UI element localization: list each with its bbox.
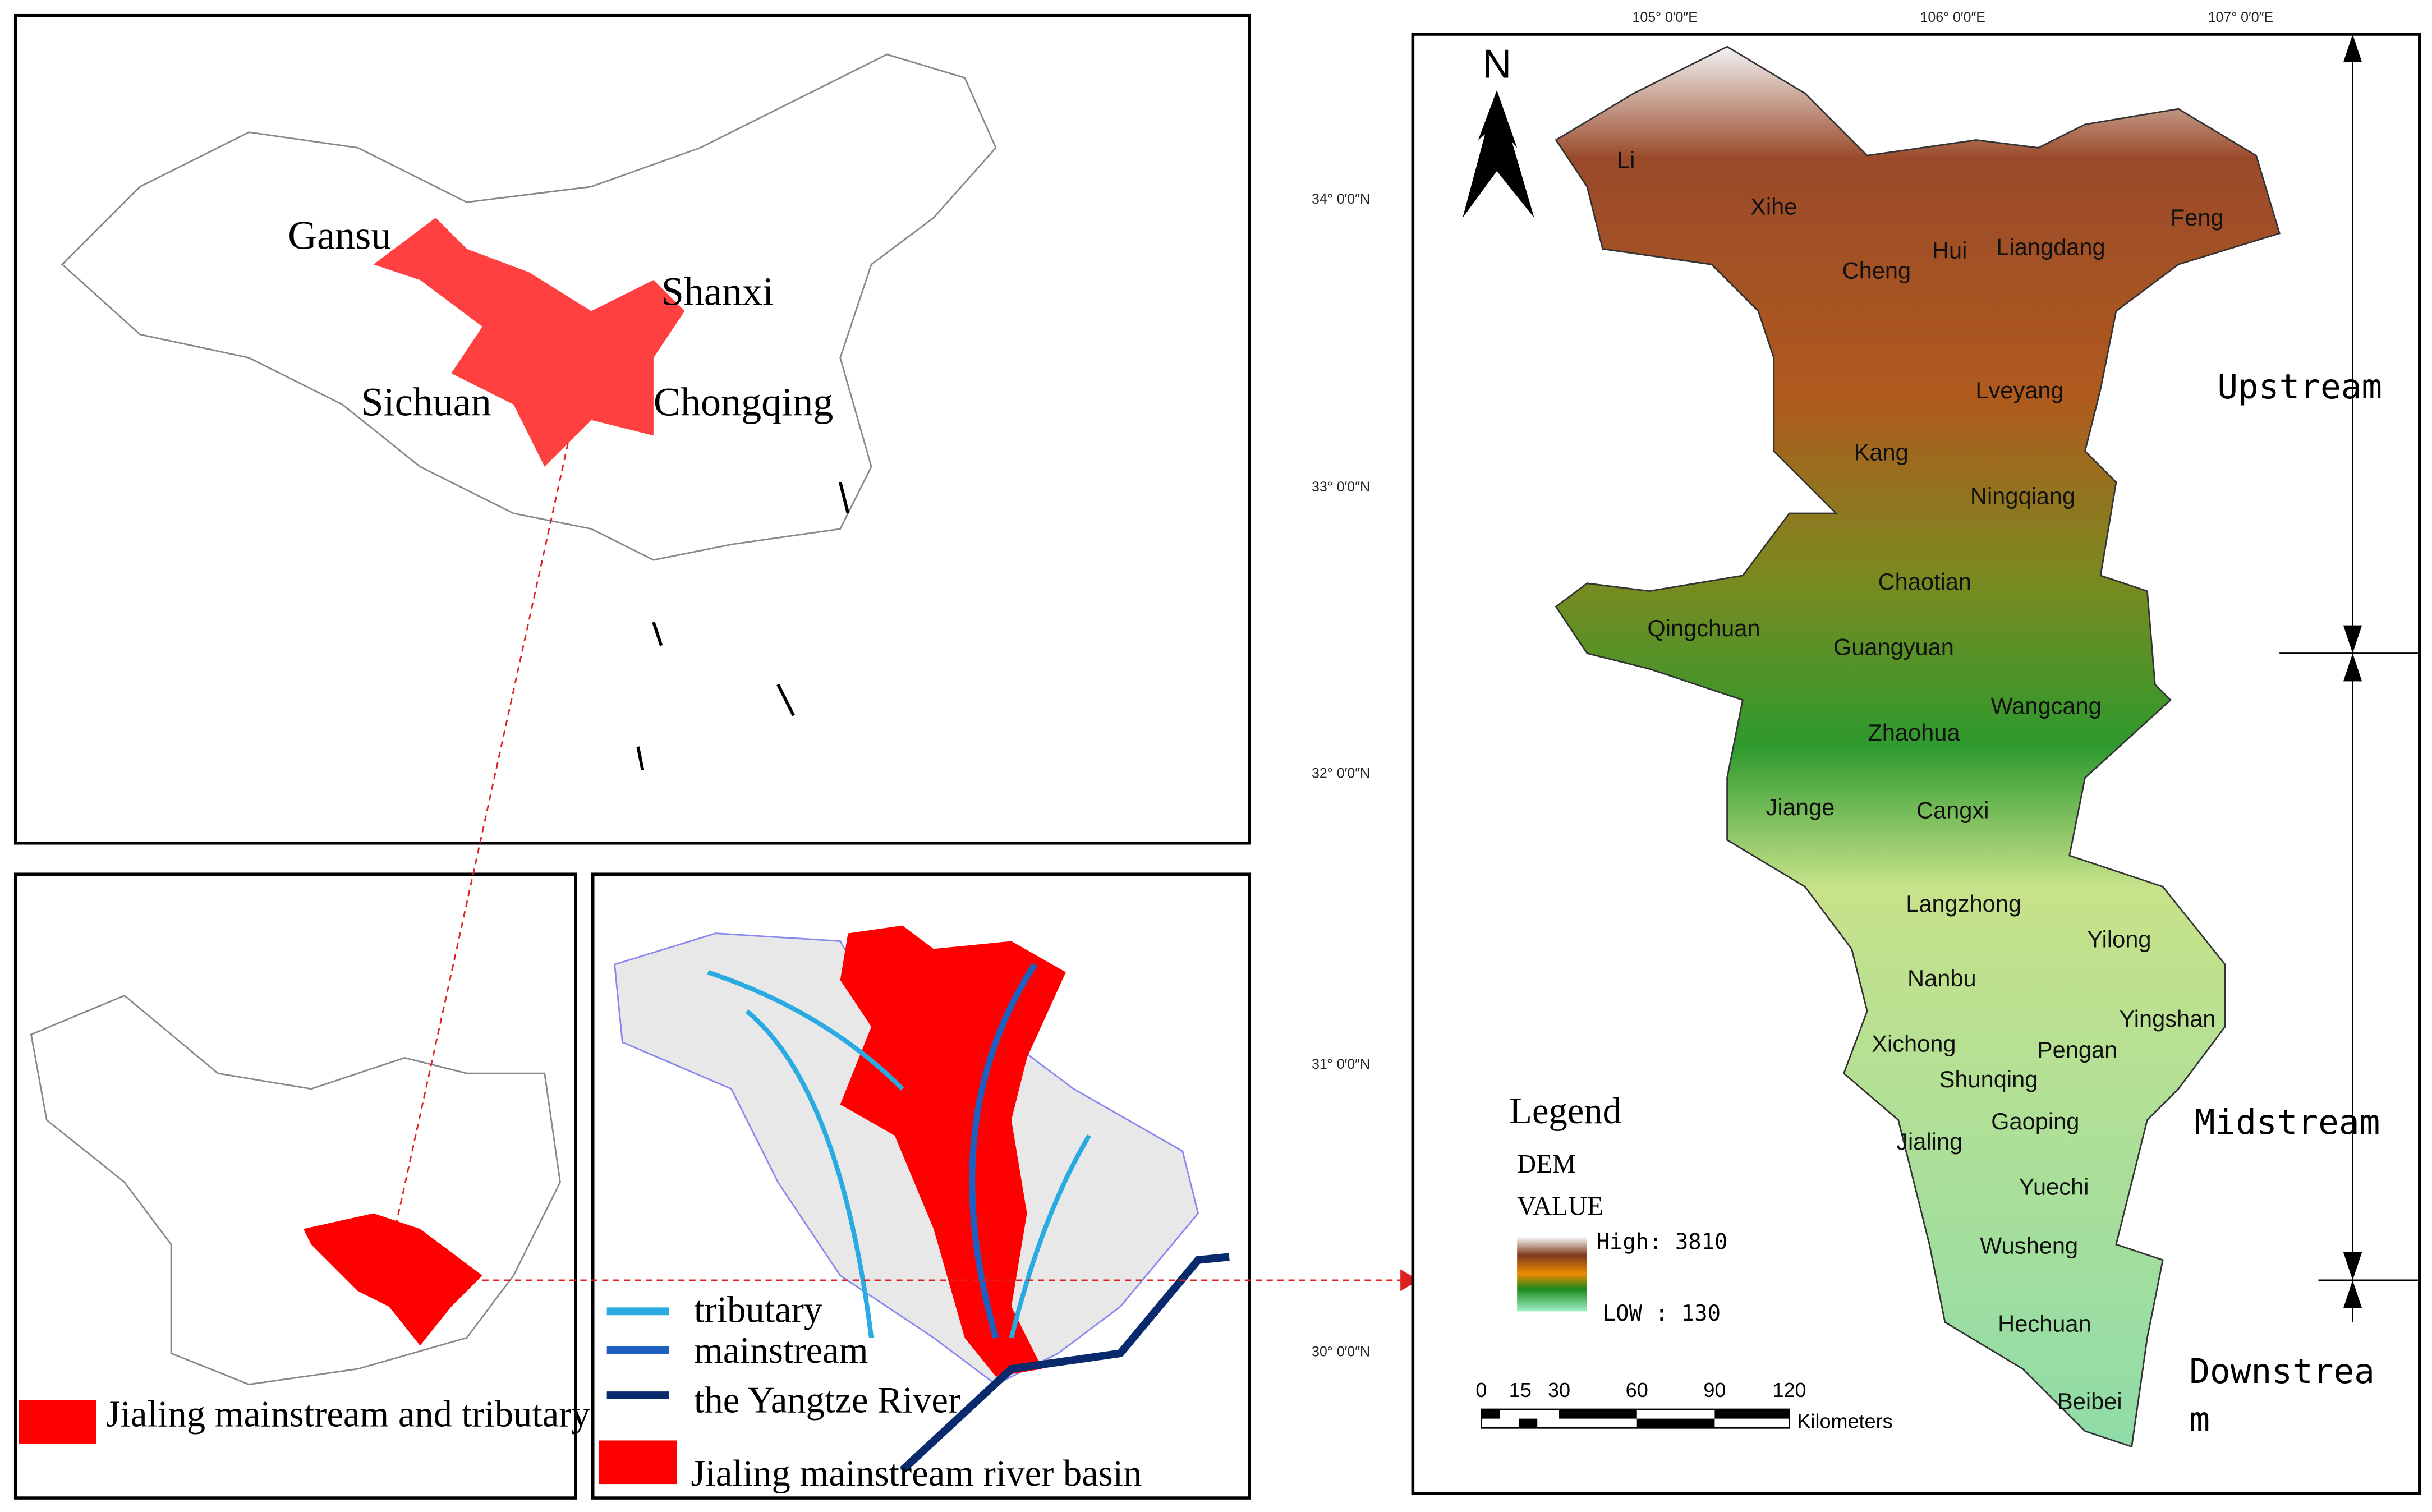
county-label: Chaotian (1878, 568, 1971, 595)
lon-label: 107° 0′0″E (2208, 10, 2273, 25)
county-label: Kang (1854, 439, 1909, 466)
islands (636, 481, 850, 770)
county-label: Jialing (1896, 1128, 1962, 1155)
lon-label: 106° 0′0″E (1920, 10, 1985, 25)
reach-label: Midstream (2195, 1102, 2380, 1142)
county-label: Cangxi (1916, 797, 1989, 823)
legend-ramp (1517, 1237, 1587, 1312)
scale-tick: 0 (1475, 1378, 1487, 1401)
county-label: Zhaohua (1868, 719, 1960, 746)
mainstream (969, 963, 1038, 1339)
mainstream-basin (840, 925, 1066, 1377)
legend-swatch (19, 1400, 96, 1444)
legend-text: VALUE (1517, 1192, 1603, 1221)
label: Chongqing (654, 379, 833, 424)
legend-text: Jialing mainstream river basin (691, 1453, 1142, 1494)
county-label: Hechuan (1998, 1310, 2091, 1336)
lat-label: 31° 0′0″N (1312, 1056, 1370, 1072)
county-label: Feng (2171, 204, 2224, 231)
county-label: Yingshan (2120, 1005, 2216, 1032)
lat-label: 32° 0′0″N (1312, 765, 1370, 781)
county-label: Hui (1932, 237, 1967, 263)
scale-bar (1480, 1408, 1790, 1429)
scale-unit: Kilometers (1797, 1409, 1892, 1432)
north-label: N (1482, 42, 1511, 87)
county-label: Qingchuan (1647, 615, 1760, 641)
scale-tick: 60 (1626, 1378, 1648, 1401)
county-label: Shunqing (1939, 1066, 2038, 1092)
tributary (707, 969, 1092, 1339)
reach-arrows (2343, 34, 2362, 1308)
scale-tick: 120 (1772, 1378, 1806, 1401)
county-label: Nanbu (1907, 965, 1976, 991)
dem-region (1555, 45, 2281, 1448)
connector (396, 443, 1409, 1281)
reach-label: Upstream (2217, 367, 2382, 407)
lat-label: 34° 0′0″N (1312, 191, 1370, 207)
lat-label: 33° 0′0″N (1312, 479, 1370, 495)
north-arrow (1463, 90, 1534, 218)
county-label: Ningqiang (1970, 482, 2075, 509)
county-label: Xichong (1872, 1030, 1956, 1056)
basin (303, 1213, 482, 1346)
county-label: Beibei (2057, 1388, 2122, 1414)
legend-text: High: 3810 (1597, 1229, 1728, 1254)
county-label: Liangdang (1996, 234, 2105, 260)
label: Gansu (288, 213, 391, 258)
arrow-head (1400, 1269, 1419, 1292)
county-label: Pengan (2037, 1036, 2117, 1063)
panel-basin (13, 872, 577, 1500)
study-provinces (373, 218, 685, 467)
legend-swatch (599, 1440, 677, 1485)
county-label: Langzhong (1906, 890, 2021, 917)
legend-text: the Yangtze River (694, 1380, 960, 1421)
county-label: Cheng (1842, 257, 1911, 283)
county-label: Gaoping (1991, 1108, 2079, 1134)
legend-text: tributary (694, 1290, 823, 1331)
scale-tick: 15 (1509, 1378, 1532, 1401)
china-outline (61, 53, 997, 561)
county-label: Guangyuan (1833, 633, 1954, 660)
reach-label: m (2189, 1400, 2210, 1440)
county-label: Yilong (2087, 926, 2151, 953)
county-label: Xihe (1750, 194, 1797, 220)
county-label: Wangcang (1991, 693, 2102, 719)
legend-text: mainstream (694, 1330, 868, 1371)
county-label: Wusheng (1980, 1233, 2078, 1259)
county-label: Li (1617, 146, 1635, 173)
lon-label: 105° 0′0″E (1632, 10, 1697, 25)
lat-label: 30° 0′0″N (1312, 1344, 1370, 1360)
county-label: Jiange (1766, 794, 1835, 820)
yangtze (899, 1253, 1230, 1473)
legend-text: DEM (1517, 1150, 1576, 1179)
legend-text: LOW : 130 (1603, 1301, 1721, 1326)
county-label: Lveyang (1975, 377, 2063, 403)
region-outline (30, 994, 561, 1386)
scale-tick: 90 (1703, 1378, 1726, 1401)
legend-title: Legend (1509, 1091, 1621, 1132)
label: Shanxi (661, 269, 774, 314)
label: Sichuan (361, 379, 491, 424)
scale-tick: 30 (1548, 1378, 1570, 1401)
county-labels: Li Xihe Hui Liangdang Feng Cheng Lveyang Kang Ni… (1617, 146, 2223, 1414)
reach-label: Downstrea (2189, 1352, 2375, 1391)
county-label: Yuechi (2019, 1173, 2089, 1200)
